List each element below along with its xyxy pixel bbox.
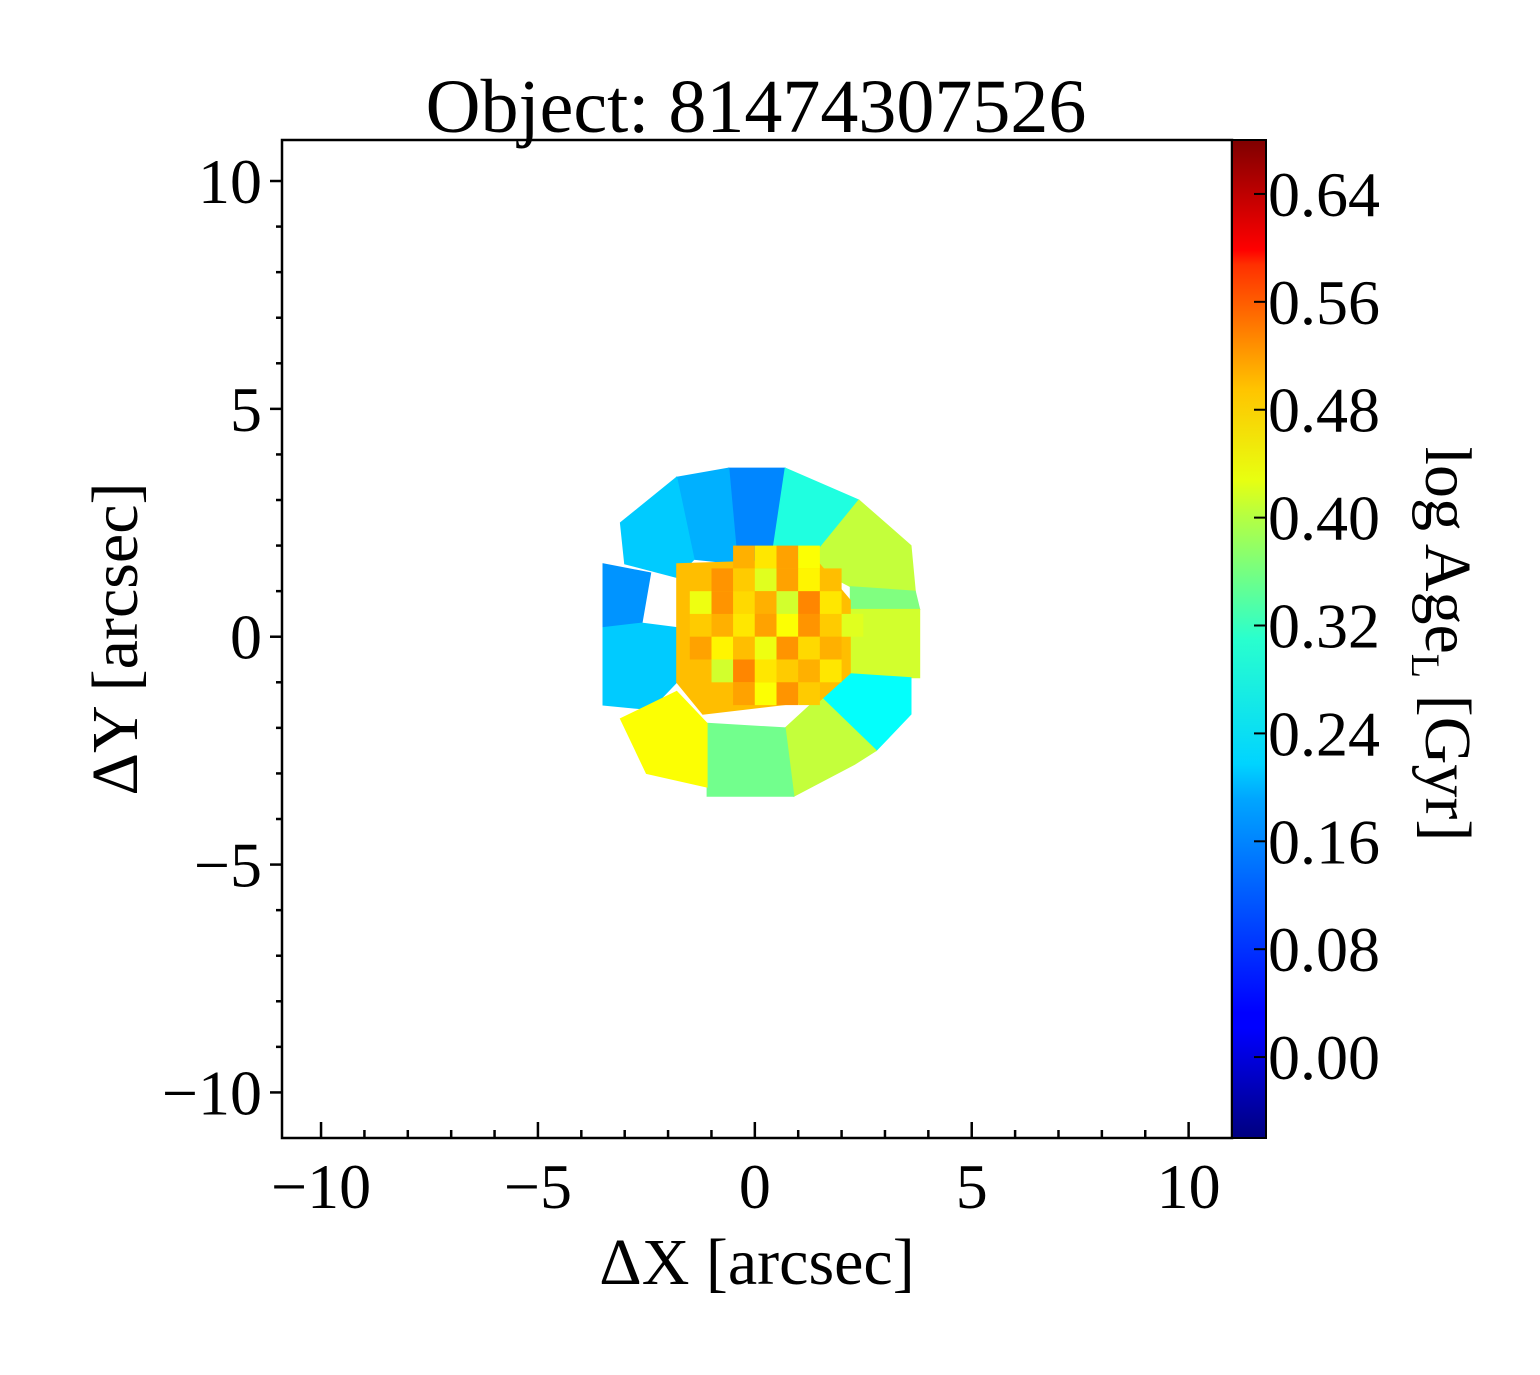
colorbar-tick-label: 0.56 — [1268, 267, 1380, 338]
core-pixel — [733, 568, 755, 592]
core-pixel — [798, 568, 820, 592]
x-tick-label: 10 — [1157, 1151, 1221, 1222]
core-pixel — [819, 591, 842, 614]
y-tick-label: −10 — [162, 1057, 262, 1128]
core-pixel — [776, 545, 799, 569]
core-pixel — [776, 636, 799, 660]
core-pixels — [689, 545, 864, 706]
x-tick-label: −5 — [504, 1151, 572, 1222]
colorbar-tick-label: 0.24 — [1268, 698, 1380, 769]
core-pixel — [776, 682, 799, 706]
core-pixel — [711, 591, 734, 614]
y-axis-label: ΔY [arcsec] — [79, 483, 152, 796]
chart-title: Object: 81474307526 — [426, 65, 1087, 149]
y-tick-label: −5 — [194, 830, 262, 901]
core-pixel — [733, 659, 755, 683]
core-pixel — [819, 613, 842, 637]
core-pixel — [733, 591, 755, 614]
core-pixel — [733, 613, 755, 637]
core-pixel — [754, 613, 777, 637]
y-tick-label: 10 — [198, 146, 262, 217]
core-pixel — [754, 682, 777, 706]
colorbar-label-unit: [Gyr] — [1411, 678, 1484, 841]
core-pixel — [819, 636, 842, 660]
core-pixel — [754, 636, 777, 660]
core-pixel — [733, 636, 755, 660]
x-tick-label: 5 — [956, 1151, 988, 1222]
core-pixel — [798, 636, 820, 660]
colorbar-ticks: 0.64 0.56 0.48 0.40 0.32 0.24 0.16 0.08 0.00 — [1254, 159, 1380, 1093]
bin-south — [706, 722, 795, 797]
colorbar-label-subscript: L — [1403, 654, 1448, 678]
core-pixel — [754, 568, 777, 592]
core-pixel — [711, 568, 734, 592]
colorbar-tick-label: 0.40 — [1268, 483, 1380, 554]
core-pixel — [776, 613, 799, 637]
core-pixel — [798, 659, 820, 683]
core-pixel — [776, 568, 799, 592]
colorbar-tick-label: 0.64 — [1268, 159, 1380, 230]
colorbar-label-main: log Age — [1411, 447, 1484, 654]
colorbar-tick-label: 0.08 — [1268, 914, 1380, 985]
core-pixel — [819, 568, 842, 592]
x-axis-label: ΔX [arcsec] — [599, 1226, 914, 1299]
core-pixel — [841, 613, 864, 637]
core-pixel — [733, 682, 755, 706]
core-pixel — [754, 545, 777, 569]
x-axis: −10 −5 0 5 10 — [271, 1122, 1221, 1222]
core-pixel — [819, 659, 842, 683]
core-pixel — [754, 659, 777, 683]
colorbar-gradient — [1231, 139, 1267, 1139]
core-pixel — [711, 613, 734, 637]
core-pixel — [798, 591, 820, 614]
colorbar-tick-label: 0.00 — [1268, 1022, 1380, 1093]
age-map — [280, 138, 1234, 1140]
core-pixel — [733, 545, 755, 569]
x-tick-label: 0 — [739, 1151, 771, 1222]
bin-southwest — [619, 690, 708, 788]
core-pixel — [711, 636, 734, 660]
y-axis: 10 5 0 −5 −10 — [162, 146, 282, 1128]
colorbar: 0.64 0.56 0.48 0.40 0.32 0.24 0.16 0.08 0.00 — [1231, 139, 1380, 1139]
core-pixel — [798, 682, 820, 706]
core-pixel — [776, 659, 799, 683]
core-pixel — [798, 613, 820, 637]
core-pixel — [689, 613, 712, 637]
bin-west — [602, 563, 652, 629]
colorbar-tick-label: 0.32 — [1268, 591, 1380, 662]
y-tick-label: 5 — [230, 374, 262, 445]
colorbar-tick-label: 0.16 — [1268, 806, 1380, 877]
x-tick-label: −10 — [271, 1151, 371, 1222]
bin-south-southeast — [784, 695, 878, 797]
core-pixel — [776, 591, 799, 614]
y-tick-label: 0 — [230, 602, 262, 673]
colorbar-label: log AgeL [Gyr] — [1403, 447, 1484, 842]
core-pixel — [689, 591, 712, 614]
core-pixel — [754, 591, 777, 614]
core-pixel — [798, 545, 820, 569]
core-pixel — [689, 636, 712, 660]
core-pixel — [711, 659, 734, 683]
colorbar-tick-label: 0.48 — [1268, 375, 1380, 446]
